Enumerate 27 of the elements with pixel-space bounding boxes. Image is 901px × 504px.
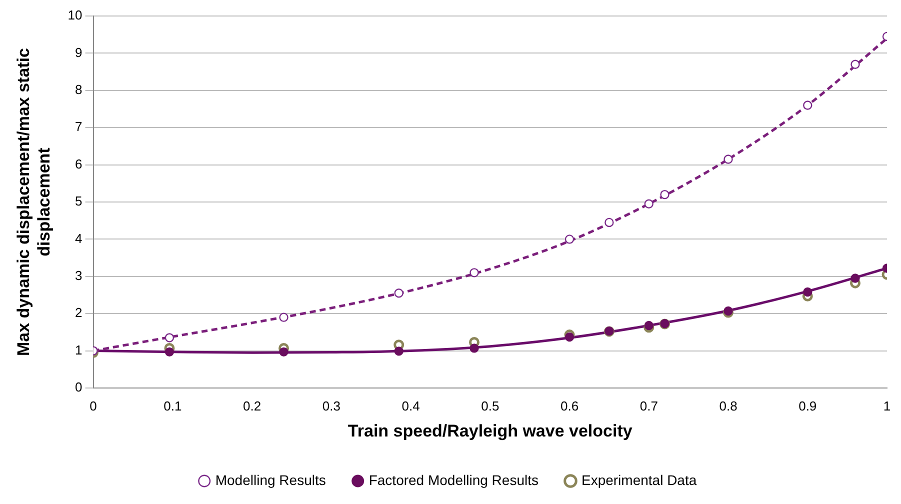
x-tick-label: 0.8 xyxy=(719,398,738,414)
y-tick-label: 0 xyxy=(75,380,82,395)
x-axis-title: Train speed/Rayleigh wave velocity xyxy=(348,421,633,440)
x-tick-label: 0.6 xyxy=(560,398,579,414)
x-tick-label: 0.4 xyxy=(402,398,420,414)
x-tick-label: 0 xyxy=(90,398,97,414)
y-tick-label: 6 xyxy=(75,156,82,172)
x-tick-label: 0.9 xyxy=(798,398,817,414)
x-tick-label: 0.5 xyxy=(481,398,500,414)
y-tick-label: 1 xyxy=(75,342,82,358)
y-tick-label: 9 xyxy=(75,44,82,60)
y-axis-title: Max dynamic displacement/max static displacement xyxy=(14,48,54,356)
x-tick-label: 0.3 xyxy=(322,398,340,414)
x-tick-label: 0.2 xyxy=(242,398,262,414)
x-tick-label: 1 xyxy=(883,398,891,414)
legend-label: Modelling Results xyxy=(215,472,326,488)
y-tick-label: 5 xyxy=(75,194,82,209)
y-tick-label: 10 xyxy=(68,8,82,23)
x-tick-label: 0.1 xyxy=(164,398,182,414)
legend-label: Experimental Data xyxy=(581,472,697,488)
y-tick-label: 2 xyxy=(75,305,82,320)
legend-label: Factored Modelling Results xyxy=(368,472,538,488)
y-tick-label: 4 xyxy=(75,230,82,246)
y-tick-label: 3 xyxy=(75,268,82,283)
y-tick-label: 7 xyxy=(75,119,82,134)
y-tick-label: 8 xyxy=(75,82,82,97)
x-tick-label: 0.7 xyxy=(640,398,658,414)
